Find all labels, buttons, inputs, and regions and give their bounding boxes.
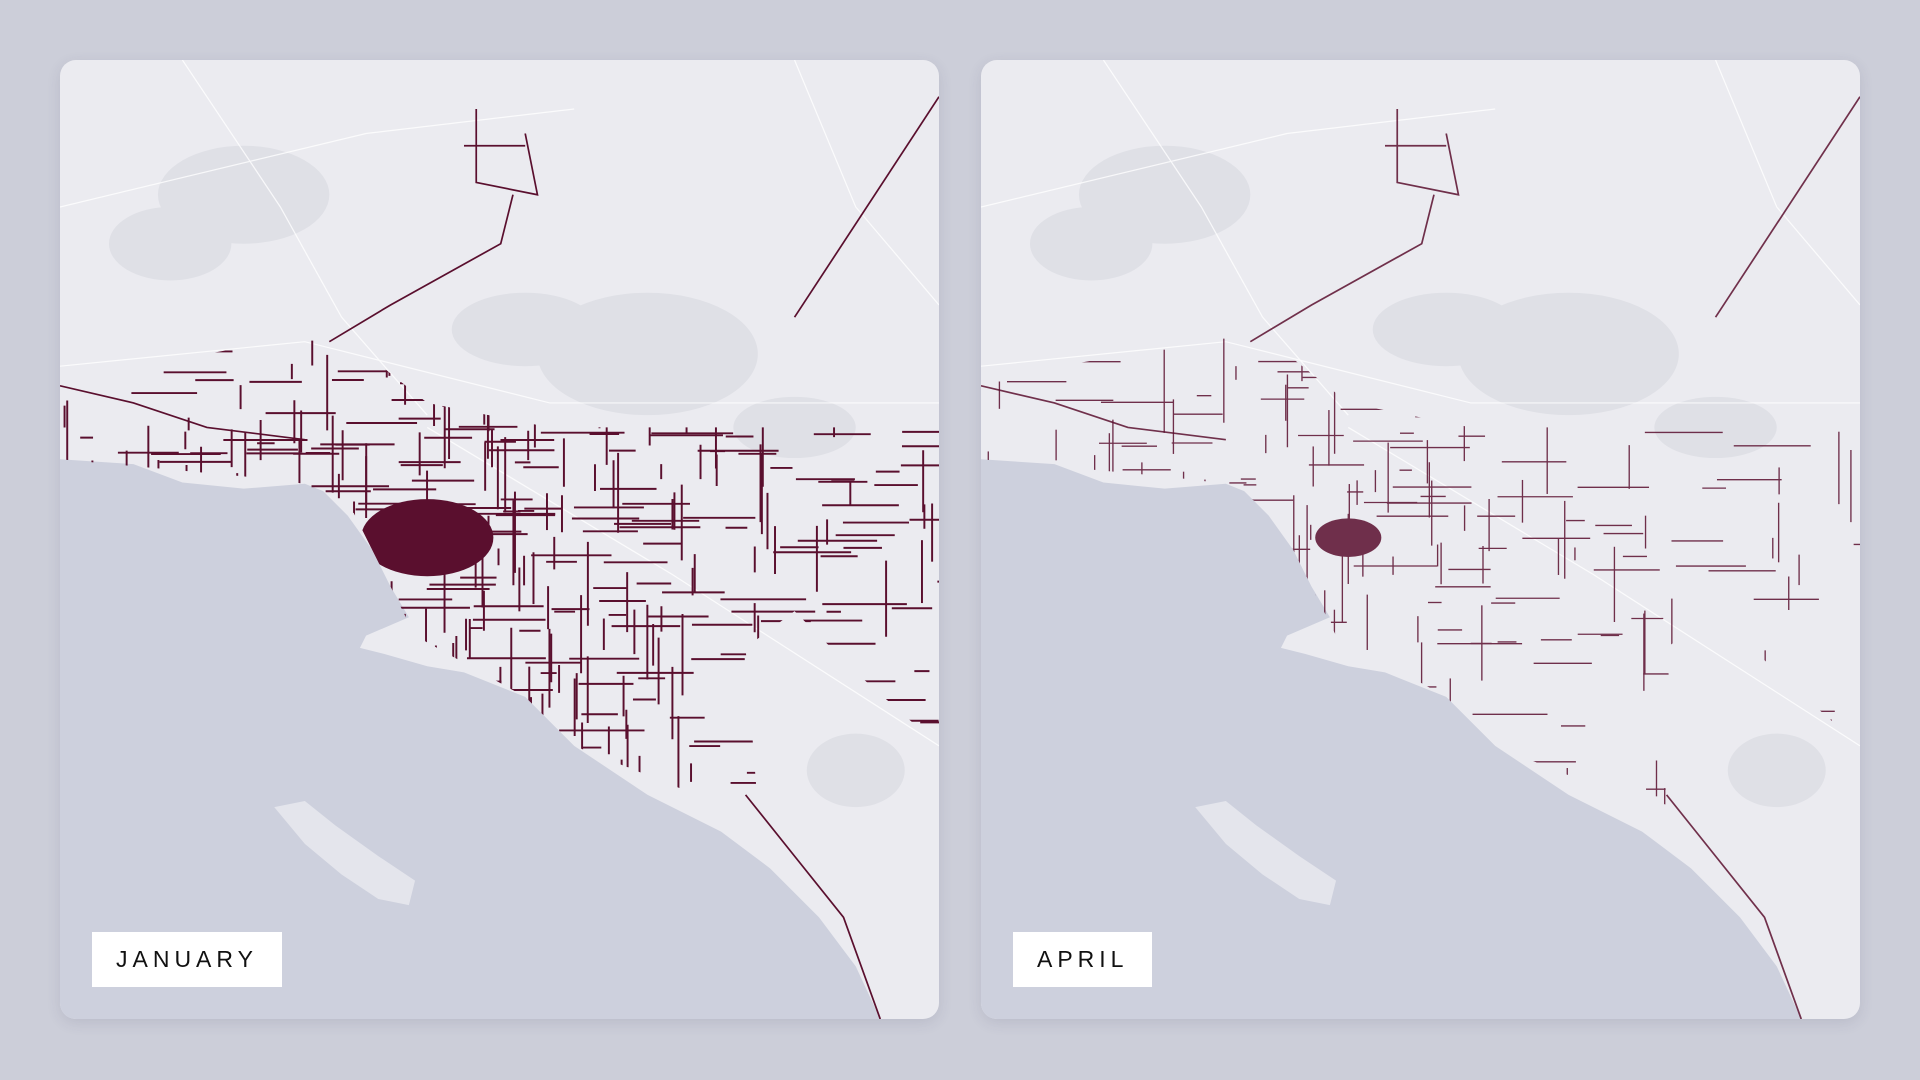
highway bbox=[744, 794, 882, 1019]
highway bbox=[793, 96, 939, 318]
highway bbox=[1249, 194, 1435, 343]
park-area bbox=[1372, 292, 1520, 367]
highway bbox=[1665, 794, 1803, 1019]
road bbox=[426, 426, 939, 747]
highway bbox=[1384, 108, 1460, 196]
road bbox=[60, 108, 575, 208]
roads bbox=[60, 60, 939, 747]
highways bbox=[981, 96, 1860, 1019]
map-label: APRIL bbox=[1013, 932, 1153, 987]
park-area bbox=[108, 206, 232, 281]
road bbox=[981, 108, 1496, 208]
highway bbox=[463, 108, 539, 196]
ocean bbox=[60, 459, 881, 1019]
highway bbox=[60, 384, 305, 441]
map-panel: JANUARY bbox=[60, 60, 939, 1019]
highway bbox=[1714, 96, 1860, 318]
park-area bbox=[1654, 396, 1777, 459]
map-label: JANUARY bbox=[92, 932, 282, 987]
park-area bbox=[1029, 206, 1153, 281]
map bbox=[981, 60, 1860, 1019]
road bbox=[793, 60, 939, 306]
island bbox=[274, 800, 416, 906]
highways bbox=[60, 96, 939, 1019]
road bbox=[60, 341, 939, 404]
road bbox=[1714, 60, 1860, 306]
road bbox=[1102, 60, 1349, 416]
highway bbox=[328, 194, 514, 343]
route-core bbox=[1315, 518, 1382, 557]
highway bbox=[981, 384, 1226, 441]
island bbox=[1195, 800, 1337, 906]
park-area bbox=[806, 733, 905, 808]
park-area bbox=[733, 396, 856, 459]
ocean bbox=[981, 459, 1802, 1019]
map-panel: APRIL bbox=[981, 60, 1860, 1019]
park-area bbox=[1727, 733, 1826, 808]
map bbox=[60, 60, 939, 1019]
road bbox=[981, 341, 1860, 404]
road bbox=[181, 60, 428, 416]
park-area bbox=[451, 292, 599, 367]
route-core bbox=[361, 499, 494, 577]
